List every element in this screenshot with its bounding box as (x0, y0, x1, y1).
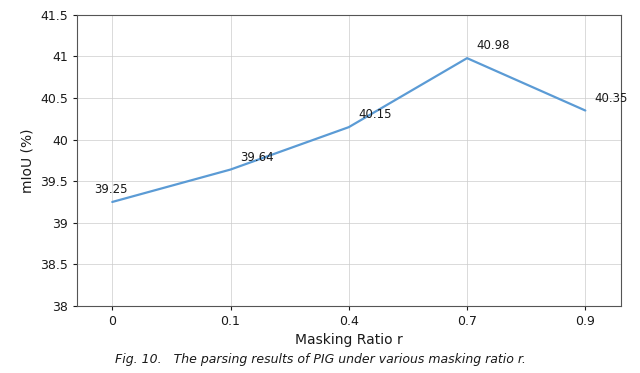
Text: 40.35: 40.35 (595, 92, 628, 105)
Text: 40.15: 40.15 (358, 108, 392, 121)
Text: 39.25: 39.25 (95, 183, 128, 196)
X-axis label: Masking Ratio r: Masking Ratio r (295, 333, 403, 347)
Text: 40.98: 40.98 (477, 39, 510, 52)
Y-axis label: mIoU (%): mIoU (%) (20, 128, 35, 192)
Text: 39.64: 39.64 (240, 151, 274, 164)
Text: Fig. 10.   The parsing results of PIG under various masking ratio r.: Fig. 10. The parsing results of PIG unde… (115, 352, 525, 366)
